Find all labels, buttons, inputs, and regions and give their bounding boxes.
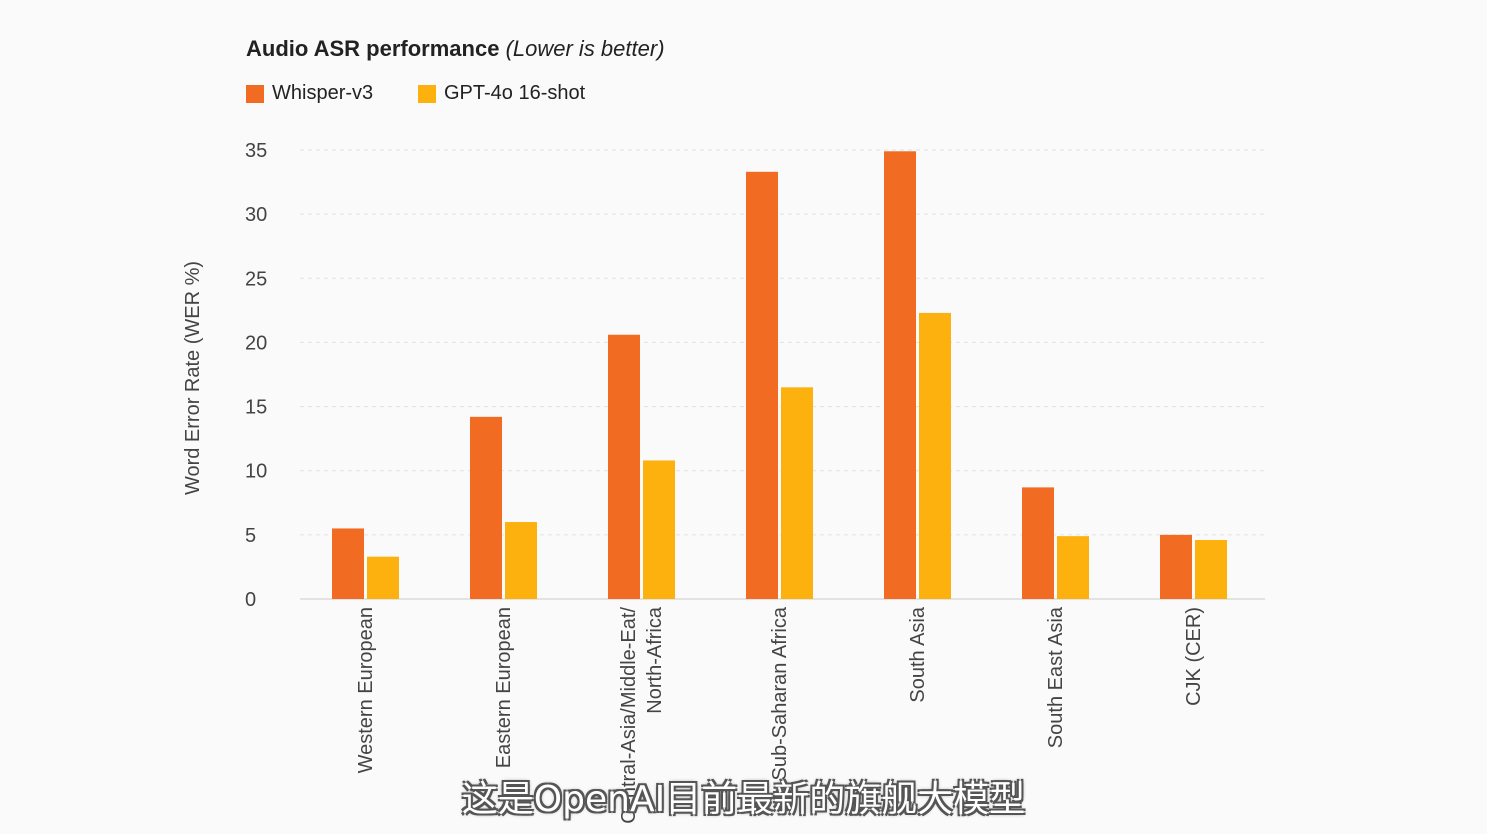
legend-label: GPT-4o 16-shot [444, 82, 586, 104]
y-axis-label: Word Error Rate (WER %) [182, 261, 204, 495]
y-tick-label: 10 [245, 461, 267, 483]
video-subtitle: 这是OpenAI目前最新的旗舰大模型 [461, 779, 1026, 820]
bar-gpt-4o-16-shot [367, 556, 399, 599]
bar-whisper-v3 [332, 528, 364, 599]
bar-whisper-v3 [470, 416, 502, 599]
chart-title: Audio ASR performance (Lower is better) [246, 36, 665, 61]
legend-swatch [246, 84, 264, 103]
y-tick-label: 15 [245, 397, 267, 419]
x-tick-label: South Asia [907, 606, 929, 703]
bar-whisper-v3 [1022, 487, 1054, 599]
bar-gpt-4o-16-shot [1057, 536, 1089, 599]
x-tick-label: Central-Asia/Middle-Eat/North-Africa [618, 606, 666, 824]
bar-gpt-4o-16-shot [919, 312, 951, 599]
x-tick-label: Sub-Saharan Africa [769, 606, 791, 780]
bar-gpt-4o-16-shot [505, 522, 537, 599]
legend-label: Whisper-v3 [272, 82, 374, 104]
bar-gpt-4o-16-shot [643, 460, 675, 599]
y-tick-label: 30 [245, 204, 267, 226]
y-tick-label: 35 [245, 140, 267, 162]
x-tick-label: South East Asia [1045, 606, 1067, 748]
bar-gpt-4o-16-shot [781, 387, 813, 599]
bar-whisper-v3 [608, 334, 640, 599]
y-tick-label: 25 [245, 268, 267, 290]
x-tick-label: CJK (CER) [1183, 607, 1205, 706]
x-tick-label: Eastern European [493, 607, 515, 768]
bar-whisper-v3 [884, 151, 916, 600]
x-tick-label: Western European [355, 607, 377, 773]
bar-whisper-v3 [1160, 534, 1192, 599]
bar-gpt-4o-16-shot [1195, 539, 1227, 599]
legend-swatch [418, 84, 436, 103]
legend-item-gpt4o: GPT-4o 16-shot [418, 82, 585, 105]
legend-item-whisper: Whisper-v3 [246, 82, 373, 105]
bar-whisper-v3 [746, 171, 778, 599]
y-tick-label: 20 [245, 332, 267, 354]
y-tick-label: 0 [245, 589, 256, 611]
y-tick-label: 5 [245, 525, 256, 547]
